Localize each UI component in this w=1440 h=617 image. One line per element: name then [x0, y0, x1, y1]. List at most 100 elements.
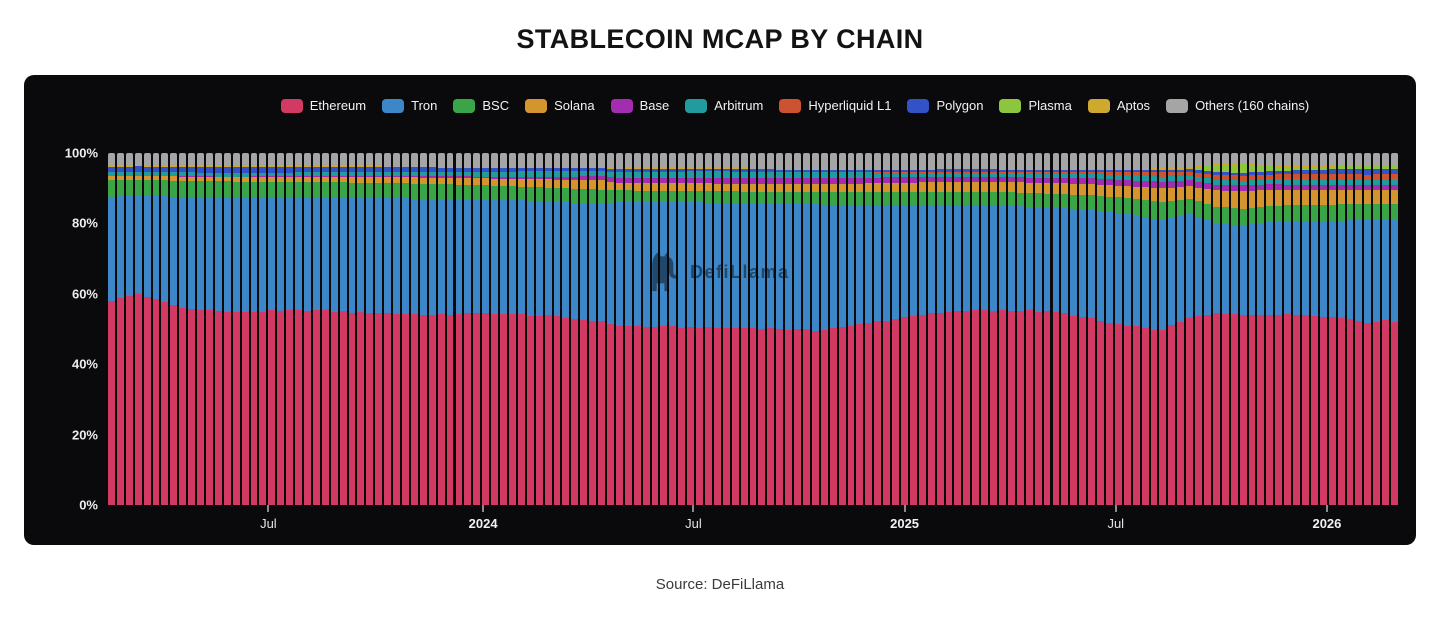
stacked-bar[interactable] [179, 153, 187, 505]
stacked-bar[interactable] [517, 153, 525, 505]
stacked-bar[interactable] [544, 153, 552, 505]
stacked-bar[interactable] [945, 153, 953, 505]
stacked-bar[interactable] [1301, 153, 1309, 505]
stacked-bar[interactable] [1230, 153, 1238, 505]
stacked-bar[interactable] [1319, 153, 1327, 505]
stacked-bar[interactable] [304, 153, 311, 505]
stacked-bar[interactable] [963, 153, 971, 505]
stacked-bar[interactable] [838, 153, 846, 505]
stacked-bar[interactable] [1132, 153, 1140, 505]
stacked-bar[interactable] [393, 153, 401, 505]
stacked-bar[interactable] [1284, 153, 1292, 505]
stacked-bar[interactable] [1293, 153, 1300, 505]
stacked-bar[interactable] [339, 153, 347, 505]
stacked-bar[interactable] [446, 153, 454, 505]
stacked-bar[interactable] [1212, 153, 1220, 505]
stacked-bar[interactable] [1177, 153, 1185, 505]
stacked-bar[interactable] [366, 153, 374, 505]
stacked-bar[interactable] [259, 153, 267, 505]
stacked-bar[interactable] [598, 153, 605, 505]
stacked-bar[interactable] [696, 153, 703, 505]
stacked-bar[interactable] [1114, 153, 1122, 505]
stacked-bar[interactable] [1195, 153, 1202, 505]
legend-item-others[interactable]: Others (160 chains) [1166, 98, 1309, 113]
stacked-bar[interactable] [606, 153, 614, 505]
stacked-bar[interactable] [197, 153, 204, 505]
stacked-bar[interactable] [1141, 153, 1149, 505]
legend-item-bsc[interactable]: BSC [453, 98, 509, 113]
legend-item-plasma[interactable]: Plasma [999, 98, 1072, 113]
stacked-bar[interactable] [651, 153, 659, 505]
stacked-bar[interactable] [704, 153, 712, 505]
stacked-bar[interactable] [295, 153, 303, 505]
stacked-bar[interactable] [143, 153, 151, 505]
stacked-bar[interactable] [874, 153, 882, 505]
stacked-bar[interactable] [161, 153, 169, 505]
stacked-bar[interactable] [1070, 153, 1078, 505]
stacked-bar[interactable] [794, 153, 801, 505]
stacked-bar[interactable] [1105, 153, 1113, 505]
stacked-bar[interactable] [214, 153, 222, 505]
stacked-bar[interactable] [1079, 153, 1087, 505]
stacked-bar[interactable] [909, 153, 917, 505]
stacked-bar[interactable] [500, 153, 507, 505]
legend-item-hyperliquid-l1[interactable]: Hyperliquid L1 [779, 98, 891, 113]
stacked-bar[interactable] [188, 153, 196, 505]
stacked-bar[interactable] [330, 153, 338, 505]
legend-item-tron[interactable]: Tron [382, 98, 437, 113]
stacked-bar[interactable] [615, 153, 623, 505]
stacked-bar[interactable] [357, 153, 365, 505]
stacked-bar[interactable] [1034, 153, 1042, 505]
stacked-bar[interactable] [455, 153, 463, 505]
stacked-bar[interactable] [767, 153, 775, 505]
stacked-bar[interactable] [286, 153, 294, 505]
stacked-bar[interactable] [1203, 153, 1211, 505]
stacked-bar[interactable] [375, 153, 383, 505]
stacked-bar[interactable] [731, 153, 739, 505]
stacked-bar[interactable] [1266, 153, 1274, 505]
stacked-bar[interactable] [384, 153, 392, 505]
stacked-bar[interactable] [1373, 153, 1381, 505]
stacked-bar[interactable] [419, 153, 427, 505]
stacked-bar[interactable] [1016, 153, 1024, 505]
stacked-bar[interactable] [526, 153, 534, 505]
stacked-bar[interactable] [713, 153, 721, 505]
stacked-bar[interactable] [901, 153, 908, 505]
stacked-bar[interactable] [1061, 153, 1069, 505]
stacked-bar[interactable] [758, 153, 766, 505]
stacked-bar[interactable] [660, 153, 668, 505]
stacked-bar[interactable] [981, 153, 989, 505]
stacked-bar[interactable] [1007, 153, 1015, 505]
stacked-bar[interactable] [1186, 153, 1194, 505]
stacked-bar[interactable] [125, 153, 133, 505]
stacked-bar[interactable] [223, 153, 231, 505]
stacked-bar[interactable] [1328, 153, 1336, 505]
stacked-bar[interactable] [589, 153, 597, 505]
stacked-bar[interactable] [1391, 153, 1398, 505]
stacked-bar[interactable] [1239, 153, 1247, 505]
stacked-bar[interactable] [856, 153, 864, 505]
stacked-bar[interactable] [1346, 153, 1354, 505]
stacked-bar[interactable] [927, 153, 935, 505]
stacked-bar[interactable] [1337, 153, 1345, 505]
legend-item-arbitrum[interactable]: Arbitrum [685, 98, 763, 113]
legend-item-base[interactable]: Base [610, 98, 669, 113]
stacked-bar[interactable] [1123, 153, 1131, 505]
stacked-bar[interactable] [134, 153, 142, 505]
legend-item-polygon[interactable]: Polygon [907, 98, 983, 113]
stacked-bar[interactable] [749, 153, 757, 505]
stacked-bar[interactable] [402, 153, 409, 505]
stacked-bar[interactable] [918, 153, 926, 505]
stacked-bar[interactable] [321, 153, 329, 505]
stacked-bar[interactable] [687, 153, 695, 505]
stacked-bar[interactable] [277, 153, 285, 505]
stacked-bar[interactable] [535, 153, 543, 505]
stacked-bar[interactable] [1150, 153, 1158, 505]
stacked-bar[interactable] [999, 153, 1006, 505]
stacked-bar[interactable] [1168, 153, 1176, 505]
stacked-bar[interactable] [437, 153, 445, 505]
stacked-bar[interactable] [508, 153, 516, 505]
stacked-bar[interactable] [669, 153, 677, 505]
stacked-bar[interactable] [954, 153, 962, 505]
stacked-bar[interactable] [553, 153, 561, 505]
